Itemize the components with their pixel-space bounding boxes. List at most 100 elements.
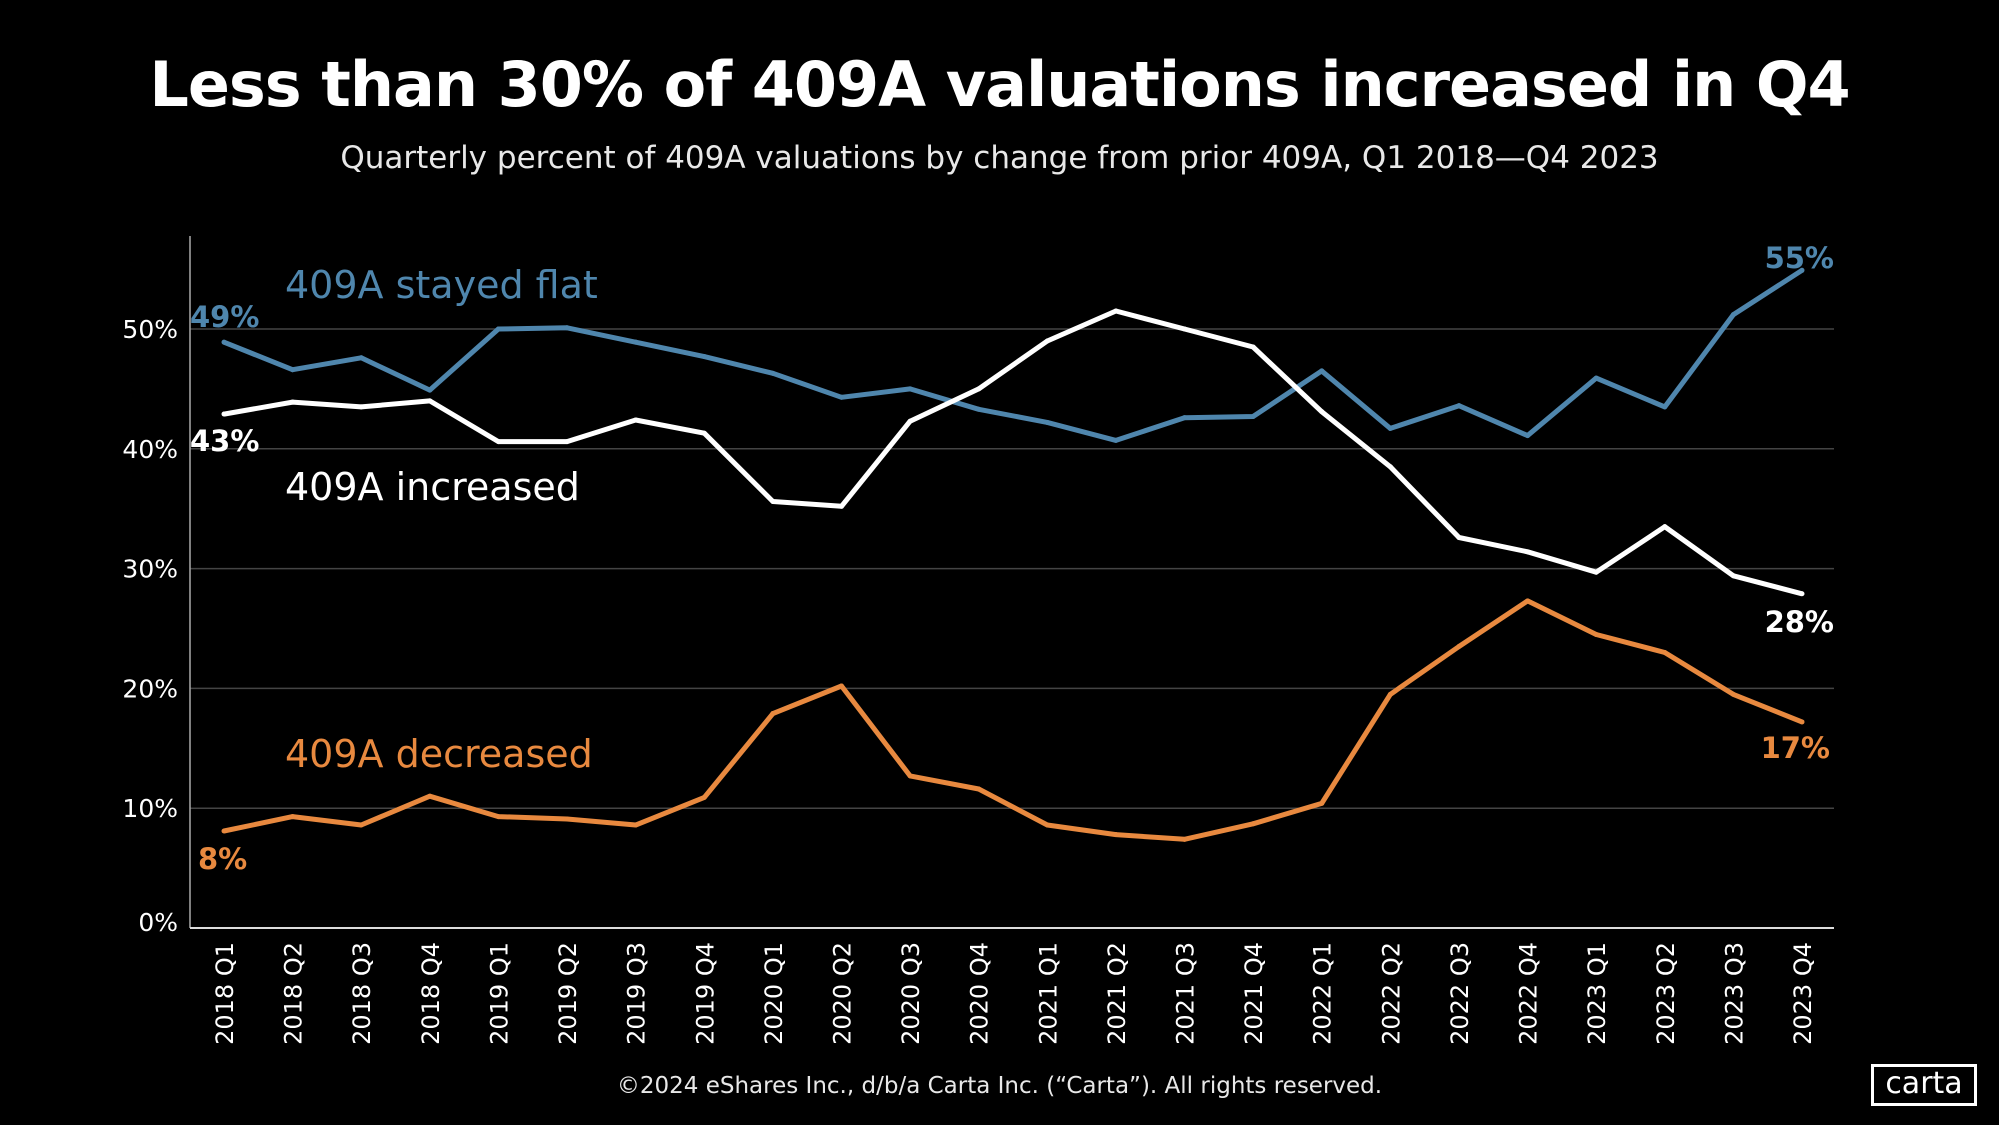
chart-subtitle: Quarterly percent of 409A valuations by …	[340, 140, 1659, 176]
data-point	[358, 404, 364, 410]
data-point	[1182, 415, 1188, 421]
x-tick-label: 2022 Q3	[1446, 942, 1474, 1045]
y-tick-label: 20%	[122, 674, 178, 703]
data-point	[427, 387, 433, 393]
data-point	[1319, 409, 1325, 415]
data-point	[495, 439, 501, 445]
data-point	[770, 370, 776, 376]
data-point	[1182, 326, 1188, 332]
x-tick-label: 2023 Q2	[1652, 942, 1680, 1045]
data-point	[564, 325, 570, 331]
y-tick-label: 10%	[122, 794, 178, 823]
data-point	[1593, 375, 1599, 381]
data-point	[701, 430, 707, 436]
y-tick-label: 0%	[138, 908, 178, 937]
x-tick-label: 2022 Q2	[1377, 942, 1405, 1045]
data-point	[564, 816, 570, 822]
x-tick-label: 2020 Q3	[897, 942, 925, 1045]
data-point	[1799, 267, 1805, 273]
data-point	[907, 386, 913, 392]
data-point	[1250, 344, 1256, 350]
series-line-0	[223, 268, 1804, 443]
data-point	[221, 828, 227, 834]
data-point	[1319, 800, 1325, 806]
x-tick-label: 2018 Q4	[417, 942, 445, 1045]
start-value-label: 43%	[190, 424, 259, 458]
data-point	[1730, 691, 1736, 697]
data-point	[1113, 437, 1119, 443]
x-tick-label: 2019 Q4	[691, 942, 719, 1045]
data-point	[633, 417, 639, 423]
data-point	[290, 367, 296, 373]
data-point	[1387, 425, 1393, 431]
data-point	[838, 683, 844, 689]
x-tick-label: 2021 Q1	[1034, 942, 1062, 1045]
series-line-1	[223, 308, 1803, 597]
x-tick-label: 2019 Q2	[554, 942, 582, 1045]
series-line-2	[223, 598, 1803, 842]
data-point	[907, 773, 913, 779]
data-point	[1456, 403, 1462, 409]
y-tick-label: 40%	[122, 435, 178, 464]
data-point	[1525, 598, 1531, 604]
data-point	[1113, 832, 1119, 838]
data-point	[1387, 464, 1393, 470]
data-point	[1593, 569, 1599, 575]
carta-logo: carta	[1871, 1064, 1977, 1106]
x-tick-label: 2020 Q2	[828, 942, 856, 1045]
x-tick-label: 2021 Q3	[1172, 942, 1200, 1045]
end-value-label: 17%	[1761, 731, 1830, 765]
data-point	[358, 822, 364, 828]
data-point	[358, 355, 364, 361]
data-point	[1730, 312, 1736, 318]
series-name-label: 409A increased	[285, 465, 580, 509]
data-point	[427, 398, 433, 404]
x-tick-label: 2023 Q1	[1583, 942, 1611, 1045]
data-point	[1730, 573, 1736, 579]
data-point	[290, 814, 296, 820]
chart-title: Less than 30% of 409A valuations increas…	[149, 48, 1850, 121]
x-tick-label: 2023 Q4	[1789, 942, 1817, 1045]
x-tick-label: 2019 Q3	[623, 942, 651, 1045]
data-point	[1525, 549, 1531, 555]
data-point	[1662, 649, 1668, 655]
data-point	[495, 326, 501, 332]
x-tick-label: 2023 Q3	[1720, 942, 1748, 1045]
data-point	[770, 711, 776, 717]
x-tick-label: 2021 Q4	[1240, 942, 1268, 1045]
data-point	[495, 814, 501, 820]
start-value-label: 49%	[190, 300, 259, 334]
data-point	[290, 399, 296, 405]
end-value-label: 28%	[1765, 605, 1834, 639]
data-point	[633, 339, 639, 345]
x-tick-label: 2022 Q4	[1515, 942, 1543, 1045]
x-tick-label: 2018 Q3	[348, 942, 376, 1045]
start-value-label: 8%	[198, 842, 247, 876]
data-point	[1662, 404, 1668, 410]
data-point	[427, 793, 433, 799]
data-point	[1525, 433, 1531, 439]
data-point	[1456, 643, 1462, 649]
data-point	[1182, 836, 1188, 842]
data-point	[1662, 524, 1668, 530]
data-point	[1387, 691, 1393, 697]
y-tick-label: 50%	[122, 315, 178, 344]
data-point	[633, 822, 639, 828]
data-point	[1044, 419, 1050, 425]
data-point	[770, 499, 776, 505]
copyright-footer: ©2024 eShares Inc., d/b/a Carta Inc. (“C…	[616, 1073, 1383, 1099]
data-point	[1593, 631, 1599, 637]
data-point	[1113, 308, 1119, 314]
data-point	[701, 354, 707, 360]
data-point	[1799, 591, 1805, 597]
data-point	[1319, 368, 1325, 374]
data-point	[976, 786, 982, 792]
x-tick-label: 2018 Q2	[280, 942, 308, 1045]
series-name-label: 409A stayed flat	[285, 263, 598, 307]
data-point	[976, 406, 982, 412]
y-tick-label: 30%	[122, 555, 178, 584]
x-tick-label: 2022 Q1	[1309, 942, 1337, 1045]
data-point	[1250, 821, 1256, 827]
x-tick-label: 2021 Q2	[1103, 942, 1131, 1045]
x-tick-label: 2018 Q1	[211, 942, 239, 1045]
